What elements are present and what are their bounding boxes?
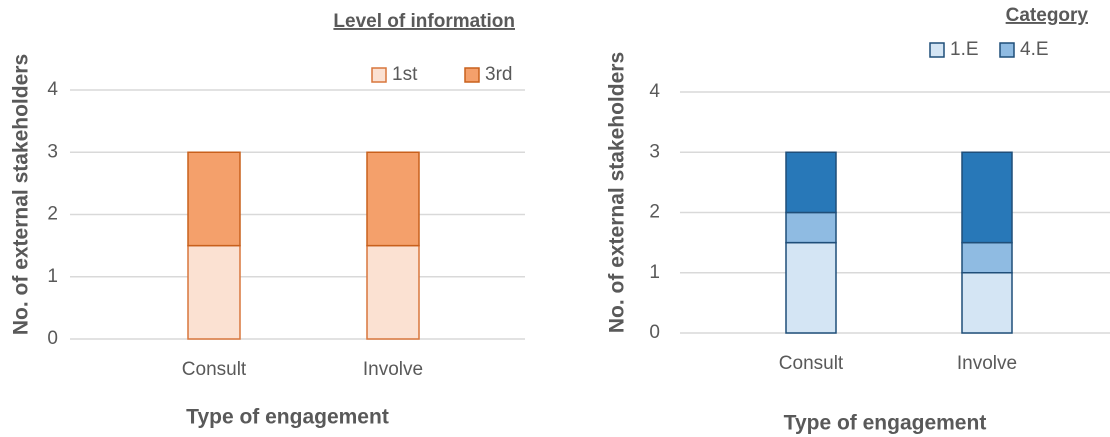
bar-segment — [785, 211, 837, 244]
legend-label: 1.E — [950, 39, 979, 60]
y-tick-label: 3 — [47, 141, 58, 162]
bar-segment — [785, 241, 837, 334]
bar-segment — [187, 151, 241, 247]
legend-label: 4.E — [1020, 39, 1049, 60]
y-tick-label: 2 — [649, 202, 660, 223]
legend-title: Category — [1006, 5, 1089, 26]
y-tick-label: 2 — [47, 204, 58, 225]
legend-swatch — [929, 42, 945, 58]
y-axis-title: No. of external stakeholders — [606, 52, 629, 333]
y-tick-label: 4 — [649, 81, 660, 102]
y-tick-label: 1 — [47, 266, 58, 287]
x-axis-title: Type of engagement — [784, 412, 987, 435]
legend-label: 1st — [392, 64, 418, 85]
bar-segment — [961, 241, 1013, 274]
legend-swatch — [999, 42, 1015, 58]
y-tick-label: 4 — [47, 79, 58, 100]
bar-segment — [366, 151, 420, 247]
bar-segment — [785, 151, 837, 214]
bar-segment — [187, 244, 241, 340]
y-axis-title: No. of external stakeholders — [10, 54, 33, 335]
legend-title: Level of information — [333, 11, 515, 32]
x-axis-title: Type of engagement — [186, 406, 389, 429]
y-tick-label: 1 — [649, 262, 660, 283]
legend-swatch — [464, 67, 480, 83]
y-tick-label: 0 — [649, 322, 660, 343]
legend-swatch — [371, 67, 387, 83]
x-tick-label: Consult — [182, 359, 247, 380]
x-tick-label: Consult — [779, 353, 844, 374]
bar-segment — [366, 244, 420, 340]
y-tick-label: 0 — [47, 328, 58, 349]
bar-segment — [961, 151, 1013, 244]
x-tick-label: Involve — [957, 353, 1017, 374]
x-tick-label: Involve — [363, 359, 423, 380]
bar-segment — [961, 272, 1013, 334]
y-tick-label: 3 — [649, 141, 660, 162]
legend-label: 3rd — [485, 64, 512, 85]
